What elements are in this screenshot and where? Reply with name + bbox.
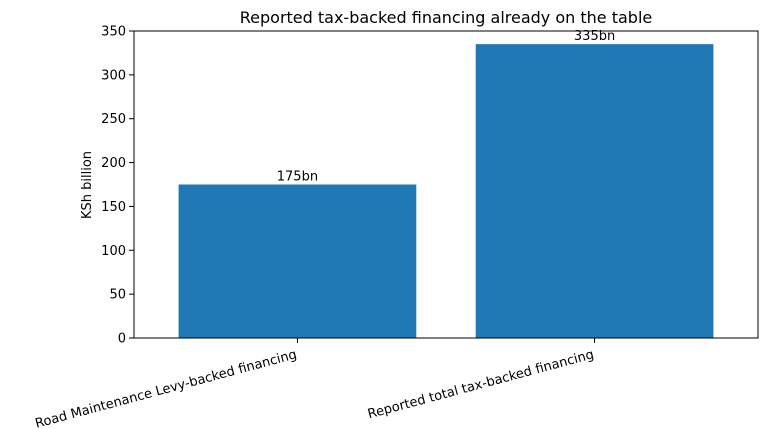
- y-tick-label: 150: [101, 200, 126, 215]
- y-tick-label: 50: [109, 288, 126, 303]
- x-tick-label: Reported total tax-backed financing: [366, 347, 595, 422]
- y-tick-label: 300: [101, 68, 126, 83]
- x-tick-label: Road Maintenance Levy-backed financing: [34, 347, 299, 429]
- y-tick-label: 0: [118, 332, 126, 347]
- bar: [178, 184, 417, 338]
- bar-data-label: 175bn: [277, 170, 318, 185]
- chart-title: Reported tax-backed financing already on…: [240, 8, 653, 27]
- plot-area: 175bn Road Maintenance Levy-backed financ…: [34, 25, 759, 429]
- axes-frame: [133, 30, 759, 339]
- bar: [475, 44, 714, 339]
- bar-data-label: 335bn: [574, 29, 615, 44]
- y-tick-label: 250: [101, 112, 126, 127]
- y-tick-label: 350: [101, 25, 126, 40]
- y-tick-label: 100: [101, 244, 126, 259]
- y-axis-label: KSh billion: [80, 151, 95, 219]
- y-tick-label: 200: [101, 156, 126, 171]
